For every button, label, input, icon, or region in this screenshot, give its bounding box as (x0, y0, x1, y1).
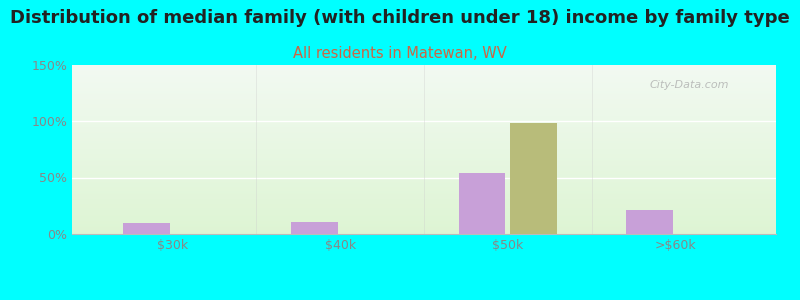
Bar (510, 123, 557, 234)
Text: City-Data.com: City-Data.com (650, 80, 729, 90)
Bar (626, 210, 673, 234)
Bar (291, 222, 338, 234)
Text: All residents in Matewan, WV: All residents in Matewan, WV (293, 46, 507, 62)
Bar (458, 173, 506, 234)
Bar (123, 223, 170, 234)
Text: Distribution of median family (with children under 18) income by family type: Distribution of median family (with chil… (10, 9, 790, 27)
